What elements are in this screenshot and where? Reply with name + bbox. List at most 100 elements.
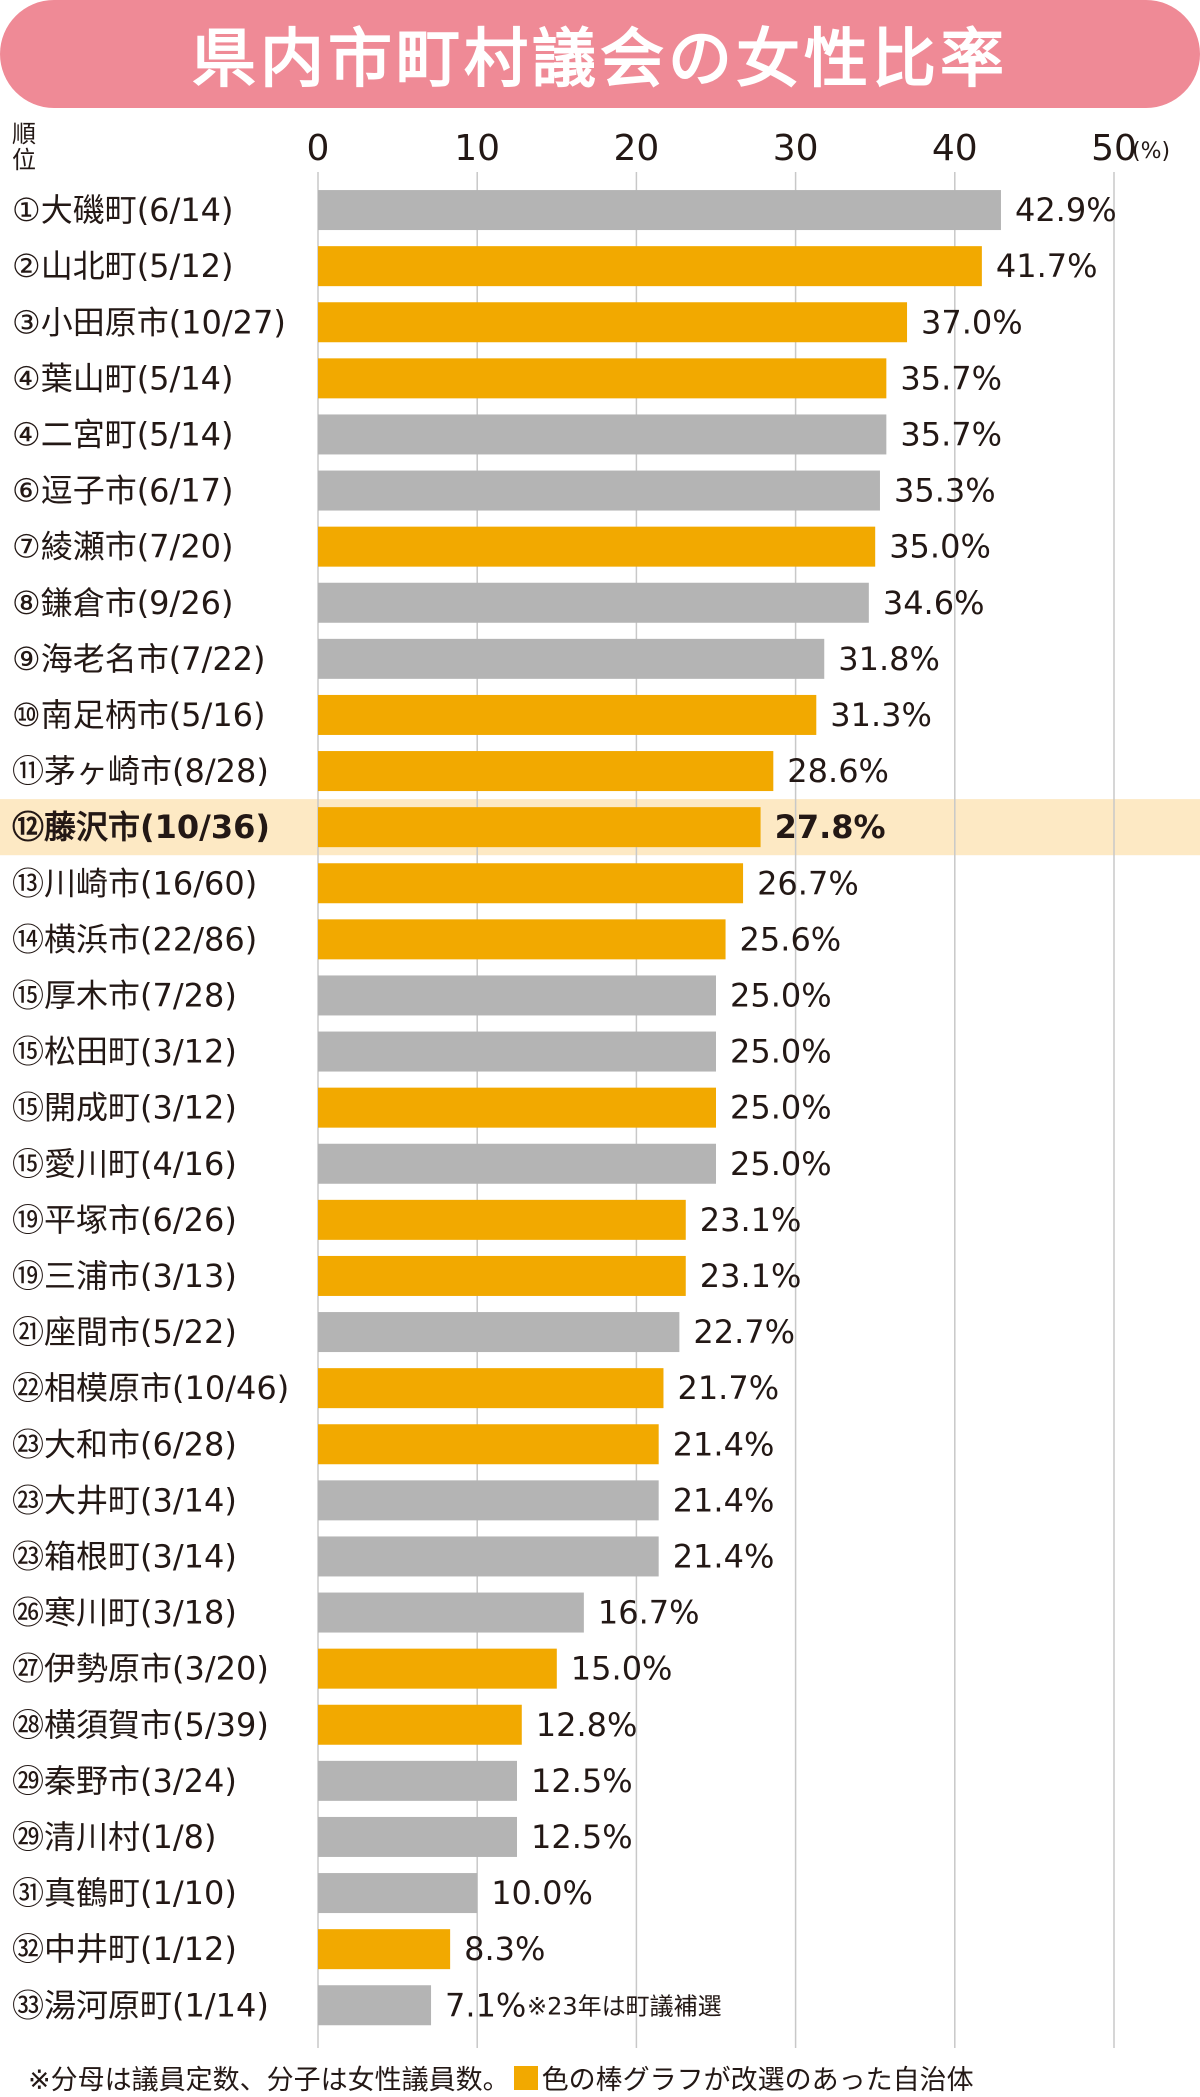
x-tick-label: 10 xyxy=(454,128,500,169)
category-label: ⑥逗子市(6/17) xyxy=(12,472,234,510)
bar xyxy=(318,638,825,679)
rank-header-char: 位 xyxy=(12,146,36,174)
category-label: ⑬川崎市(16/60) xyxy=(12,864,257,902)
bar xyxy=(318,1031,716,1072)
value-label: 31.3% xyxy=(830,696,932,734)
category-label: ①大磯町(6/14) xyxy=(12,191,234,229)
category-label: ㉓大井町(3/14) xyxy=(12,1481,237,1519)
bar xyxy=(318,1536,659,1577)
category-label: ㉗伊勢原市(3/20) xyxy=(12,1650,269,1688)
category-label: ④二宮町(5/14) xyxy=(12,415,234,453)
footnote: ※分母は議員定数、分子は女性議員数。 色の棒グラフが改選のあった自治体 xyxy=(28,2058,974,2097)
bar xyxy=(318,1816,517,1857)
bar xyxy=(318,414,887,455)
value-label: 35.3% xyxy=(894,472,996,510)
bar xyxy=(318,1760,517,1801)
value-label: 12.8% xyxy=(536,1706,638,1744)
bar xyxy=(318,1873,478,1914)
value-label: 42.9% xyxy=(1015,191,1117,229)
value-label: 41.7% xyxy=(996,247,1098,285)
value-label: 12.5% xyxy=(531,1818,633,1856)
category-label: ㉙清川村(1/8) xyxy=(12,1818,216,1856)
category-label: ②山北町(5/12) xyxy=(12,247,234,285)
category-label: ㉓大和市(6/28) xyxy=(12,1425,237,1463)
category-label: ㉖寒川町(3/18) xyxy=(12,1594,237,1632)
x-tick-label: 50 xyxy=(1091,128,1137,169)
chart-title: 県内市町村議会の女性比率 xyxy=(192,23,1008,97)
title-banner: 県内市町村議会の女性比率 xyxy=(0,0,1200,108)
value-label: 25.6% xyxy=(740,920,842,958)
category-label: ⑮厚木市(7/28) xyxy=(12,976,237,1014)
bar xyxy=(318,975,716,1016)
bar xyxy=(318,1312,680,1353)
value-label: 12.5% xyxy=(531,1762,633,1800)
category-label: ⑲三浦市(3/13) xyxy=(12,1257,237,1295)
category-label: ⑮開成町(3/12) xyxy=(12,1089,237,1127)
value-label: 35.7% xyxy=(900,359,1002,397)
value-label: 25.0% xyxy=(730,1033,832,1071)
bar xyxy=(318,751,774,792)
category-label: ㉑座間市(5/22) xyxy=(12,1313,237,1351)
bar-chart: 0 10 20 30 40 50(%) 順位 ①大磯町(6/14) 42.9% ②山北町(5/12… xyxy=(0,120,1200,2048)
bar xyxy=(318,1368,664,1409)
value-label: 25.0% xyxy=(730,1145,832,1183)
bar xyxy=(318,470,880,511)
value-label: 21.7% xyxy=(677,1369,779,1407)
bar xyxy=(318,190,1001,231)
x-tick-label: 30 xyxy=(773,128,819,169)
category-label: ⑨海老名市(7/22) xyxy=(12,640,266,678)
value-label: 26.7% xyxy=(757,864,859,902)
bar xyxy=(318,526,876,567)
category-label: ⑦綾瀬市(7/20) xyxy=(12,528,234,566)
value-label: 7.1% xyxy=(445,1986,526,2024)
value-label: 16.7% xyxy=(598,1594,700,1632)
value-label: 22.7% xyxy=(693,1313,795,1351)
value-label: 37.0% xyxy=(921,303,1023,341)
value-label: 23.1% xyxy=(700,1257,802,1295)
value-label: 21.4% xyxy=(673,1537,775,1575)
bar xyxy=(318,1199,686,1240)
category-label: ㉛真鶴町(1/10) xyxy=(12,1874,237,1912)
category-label: ④葉山町(5/14) xyxy=(12,359,234,397)
value-label: 31.8% xyxy=(838,640,940,678)
row-note: ※23年は町議補選 xyxy=(527,1992,722,2020)
bar xyxy=(318,919,726,960)
footnote-text-1: ※分母は議員定数、分子は女性議員数。 xyxy=(28,2065,510,2096)
bar xyxy=(318,1424,659,1465)
bar xyxy=(318,1087,716,1128)
rank-header-char: 順 xyxy=(12,120,36,148)
value-label: 25.0% xyxy=(730,1089,832,1127)
category-label: ⑧鎌倉市(9/26) xyxy=(12,584,234,622)
value-label: 25.0% xyxy=(730,976,832,1014)
bar xyxy=(318,1648,557,1689)
bar xyxy=(318,246,982,287)
footnote-text-2: 色の棒グラフが改選のあった自治体 xyxy=(541,2065,974,2096)
value-label: 10.0% xyxy=(491,1874,593,1912)
legend-swatch xyxy=(513,2065,538,2090)
x-tick-label: 20 xyxy=(613,128,659,169)
bar xyxy=(318,863,744,904)
x-tick-label: 40 xyxy=(932,128,978,169)
category-label: ㉒相模原市(10/46) xyxy=(12,1369,289,1407)
x-unit-label: (%) xyxy=(1132,139,1170,164)
category-label: ⑮松田町(3/12) xyxy=(12,1033,237,1071)
value-label: 21.4% xyxy=(673,1425,775,1463)
value-label: 15.0% xyxy=(571,1650,673,1688)
bar xyxy=(318,1255,686,1296)
bar xyxy=(318,694,817,735)
bar xyxy=(318,358,887,399)
category-label: ⑮愛川町(4/16) xyxy=(12,1145,237,1183)
category-label: ⑪茅ヶ崎市(8/28) xyxy=(12,752,269,790)
category-label: ⑲平塚市(6/26) xyxy=(12,1201,237,1239)
x-tick-label: 0 xyxy=(307,128,330,169)
value-label: 35.7% xyxy=(900,415,1002,453)
category-label: ㉜中井町(1/12) xyxy=(12,1930,237,1968)
bar xyxy=(318,1592,584,1633)
value-label: 27.8% xyxy=(775,808,886,846)
value-label: 28.6% xyxy=(787,752,889,790)
category-label: ㉓箱根町(3/14) xyxy=(12,1537,237,1575)
bar xyxy=(318,582,869,623)
bar xyxy=(318,1985,432,2026)
value-label: 35.0% xyxy=(889,528,991,566)
category-label: ⑩南足柄市(5/16) xyxy=(12,696,266,734)
